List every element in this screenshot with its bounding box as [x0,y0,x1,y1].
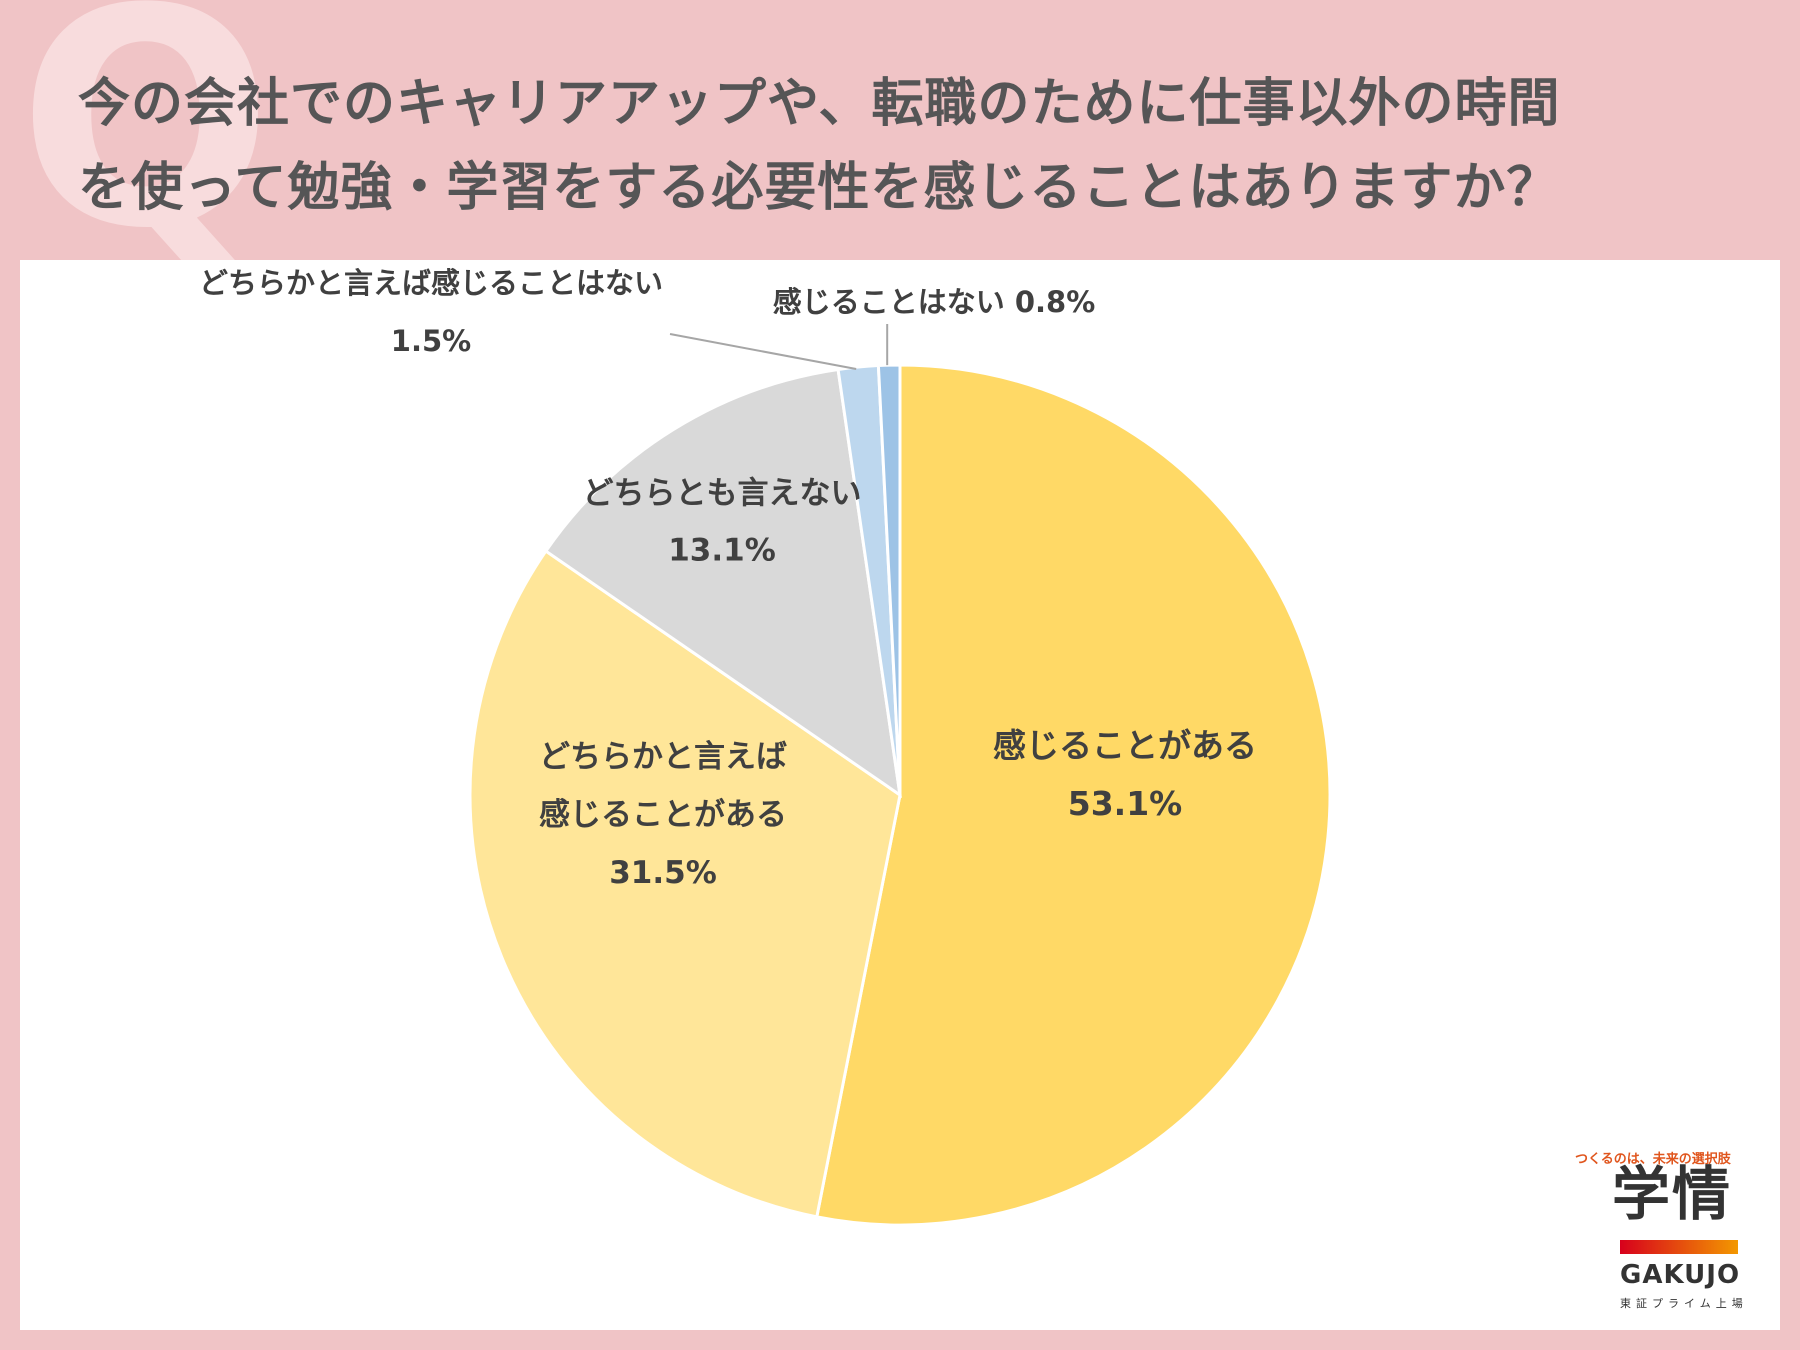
slice-label-line-3-1: どちらとも言えない [583,476,862,512]
title-line-1: 今の会社でのキャリアアップや、転職のために仕事以外の時間 [78,74,1561,134]
slice-label-1: 感じることがある 53.1% [993,726,1257,823]
slice-value-4: 1.5% [391,324,471,358]
slice-value-2: 31.5% [609,855,717,891]
slice-label-text-5: 感じることはない 0.8% [773,285,1096,319]
pie-slice-2 [468,548,902,1219]
logo-bar [1620,1240,1738,1254]
slice-label-line-1-1: 感じることがある [993,726,1257,765]
slice-label-5: 感じることはない 0.8% [773,285,1096,319]
slice-labels: 感じることがある 53.1%どちらかと言えば感じることがある 31.5%どちらとも言… [199,266,1257,891]
leader-line-4 [669,333,857,371]
slice-label-4: どちらかと言えば感じることはない 1.5% [199,266,663,358]
leader-lines [669,324,889,371]
logo-name-en: GAKUJO [1620,1260,1741,1290]
pie-slice-1 [815,363,1332,1227]
slice-value-3: 13.1% [668,533,776,569]
slice-value-1: 53.1% [1068,784,1183,823]
pie-slice-3 [543,367,902,799]
title-line-2: を使って勉強・学習をする必要性を感じることはありますか？ [78,158,1560,218]
pie-slice-5 [876,363,902,796]
logo-sub: 東証プライム上場 [1620,1297,1748,1310]
slice-label-line-2-2: 感じることがある [539,797,787,833]
slice-label-line-4-1: どちらかと言えば感じることはない [199,266,663,300]
slice-label-line-2-1: どちらかと言えば [539,739,787,775]
slice-label-2: どちらかと言えば感じることがある 31.5% [539,739,787,891]
pie-slices [468,363,1332,1227]
logo-name: 学情 [1612,1160,1733,1228]
question-title: 今の会社でのキャリアアップや、転職のために仕事以外の時間 を使って勉強・学習をす… [78,62,1738,230]
slice-label-3: どちらとも言えない 13.1% [583,476,862,569]
q-watermark-icon: Q [18,0,274,294]
logo-tagline: つくるのは、未来の選択肢 [1575,1152,1731,1167]
